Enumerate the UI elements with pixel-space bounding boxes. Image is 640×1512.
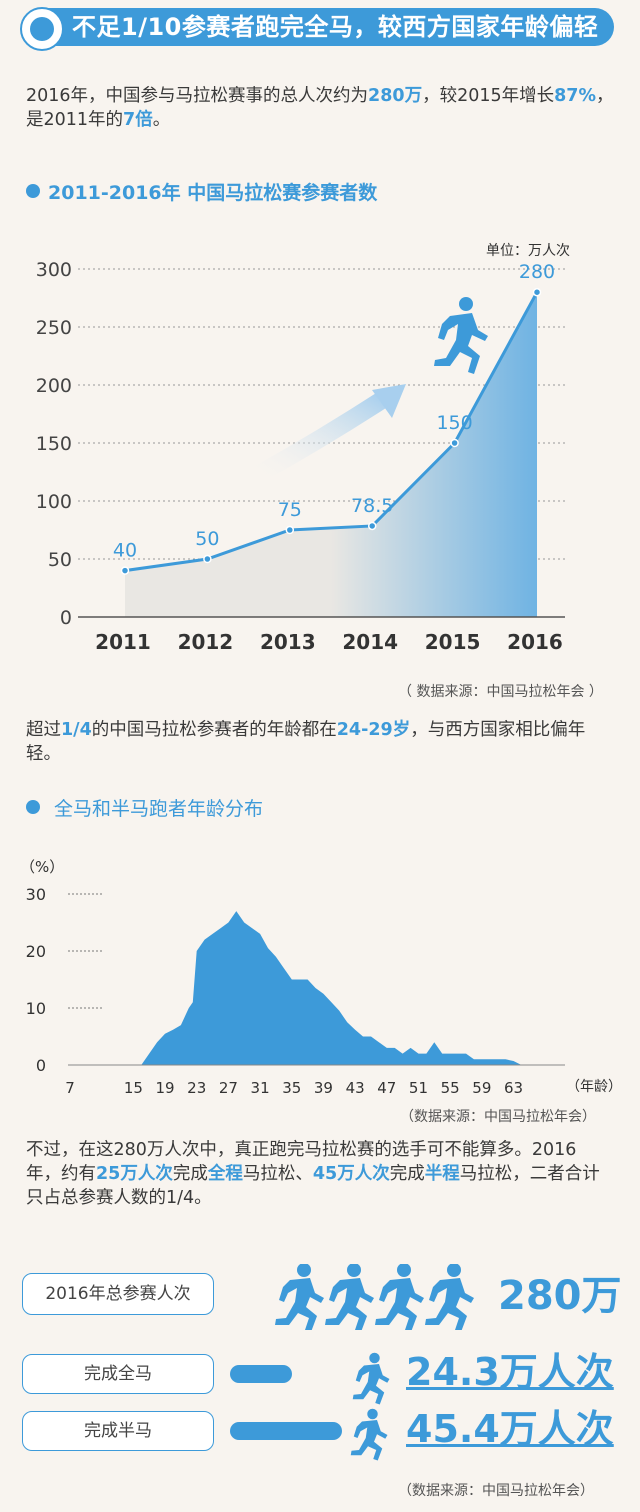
chart1-data-label: 78.5 (351, 495, 393, 517)
chart1-point (450, 438, 459, 448)
total-value: 280万 (498, 1273, 622, 1319)
age-text-1: 超过 (26, 720, 61, 740)
chart1-y-tick: 0 (60, 607, 72, 629)
finish-highlight-half: 半程 (424, 1164, 460, 1184)
chart1-point (532, 287, 542, 297)
full-runner-icon (352, 1352, 390, 1405)
chart1-source: （ 数据来源：中国马拉松年会 ） (398, 684, 603, 700)
chart1-y-tick: 250 (36, 317, 72, 339)
intro-highlight-total: 280万 (368, 86, 423, 106)
section2-dot-icon (26, 800, 40, 814)
chart1-line (124, 291, 539, 573)
full-label-pill: 完成全马 (22, 1354, 214, 1394)
chart1-y-tick: 150 (36, 433, 72, 455)
chart1-y-tick: 100 (36, 491, 72, 513)
chart1-x-tick: 2013 (260, 630, 316, 654)
chart1-data-label: 50 (195, 528, 219, 550)
chart2-x-tick: 31 (251, 1079, 270, 1097)
summary-source: （数据来源：中国马拉松年会） (398, 1483, 594, 1499)
chart2-svg: 0 10 20 30 7 15 19 23 27 31 35 39 43 47 51 55 59 63 (26, 885, 565, 1097)
intro-text-3: ，是2011年的 (26, 86, 614, 130)
chart1-area (125, 292, 537, 617)
chart1-x-tick: 2014 (342, 630, 398, 654)
chart1-svg: 0 50 100 150 200 250 300 40 50 75 78.5 150 280 2011… (36, 259, 565, 654)
chart2-x-tick: 15 (124, 1079, 143, 1097)
runner-icon (434, 297, 488, 374)
chart2-x-tick: 27 (219, 1079, 238, 1097)
chart1-point (367, 521, 377, 531)
chart1-data-label: 75 (278, 499, 302, 521)
chart1-data-label: 280 (519, 261, 555, 283)
chart2-x-tick: 43 (346, 1079, 365, 1097)
half-bar (230, 1422, 342, 1440)
header-bar (26, 8, 614, 46)
section2-title: 全马和半马跑者年龄分布 (54, 798, 264, 820)
age-paragraph: 超过1/4的中国马拉松参赛者的年龄都在24-29岁，与西方国家相比偏年轻。 (26, 718, 606, 766)
chart2-y-tick: 30 (26, 885, 46, 904)
chart2-x-unit: （年龄） (566, 1079, 622, 1095)
finish-paragraph: 不过，在这280万人次中，真正跑完马拉松赛的选手可不能算多。2016年，约有25… (26, 1138, 611, 1210)
intro-text-4: 。 (152, 110, 171, 130)
chart2-y-tick: 20 (26, 942, 46, 961)
chart1-x-tick: 2012 (178, 630, 234, 654)
chart2-source: （数据来源：中国马拉松年会） (400, 1109, 596, 1125)
trend-arrowhead-icon (372, 384, 406, 418)
finish-highlight-full-count: 25万人次 (96, 1164, 173, 1184)
intro-text-2: ，较2015年增长 (422, 86, 555, 106)
intro-text-1: 2016年，中国参与马拉松赛事的总人次约为 (26, 86, 369, 106)
chart1-x-tick: 2011 (95, 630, 151, 654)
chart1-data-label: 40 (113, 540, 137, 562)
intro-highlight-growth: 87% (554, 86, 597, 106)
finish-text-5: 马拉松，二者合计只占总参赛人数的1/4。 (26, 1164, 600, 1208)
half-value: 45.4万人次 (406, 1407, 614, 1451)
age-text-2: 的中国马拉松参赛者的年龄都在 (91, 720, 337, 740)
finish-text-1: 不过，在这280万人次中，真正跑完马拉松赛的选手可不能算多。2016年，约有 (26, 1140, 577, 1184)
age-highlight-fraction: 1/4 (61, 720, 92, 740)
chart2-x-tick: 63 (504, 1079, 523, 1097)
chart2-x-tick: 39 (314, 1079, 333, 1097)
chart2-area (141, 911, 522, 1065)
chart2-x-tick: 19 (155, 1079, 174, 1097)
age-highlight-range: 24-29岁 (336, 720, 411, 740)
page-title: 不足1/10参赛者跑完全马，较西方国家年龄偏轻 (72, 13, 599, 41)
chart2-y-tick: 10 (26, 999, 46, 1018)
chart2-x-tick: 51 (409, 1079, 428, 1097)
chart1-y-tick: 200 (36, 375, 72, 397)
age-text-3: ，与西方国家相比偏年轻。 (26, 720, 586, 764)
chart1-point (120, 566, 130, 575)
chart1-point (285, 525, 295, 535)
half-runner-icon (350, 1408, 388, 1461)
finish-text-3: 马拉松、 (242, 1164, 313, 1184)
chart1-y-tick: 50 (48, 549, 72, 571)
intro-paragraph: 2016年，中国参与马拉松赛事的总人次约为280万，较2015年增长87%，是2… (26, 84, 616, 132)
chart2-y-tick: 0 (36, 1056, 46, 1075)
chart1-y-tick: 300 (36, 259, 72, 281)
finish-text-4: 完成 (389, 1164, 425, 1184)
chart2-x-tick: 59 (472, 1079, 491, 1097)
full-bar (230, 1365, 292, 1383)
header-dot-icon (20, 7, 64, 51)
chart2-x-tick: 23 (187, 1079, 206, 1097)
chart2-x-tick: 35 (282, 1079, 301, 1097)
chart2-x-tick: 55 (441, 1079, 460, 1097)
section1-title: 2011-2016年 中国马拉松赛参赛者数 (48, 182, 378, 204)
chart1-data-label: 150 (436, 412, 472, 434)
half-label-pill: 完成半马 (22, 1411, 214, 1451)
chart2-x-tick: 7 (65, 1079, 75, 1097)
trend-arrow-icon (243, 389, 394, 487)
finish-text-2: 完成 (172, 1164, 208, 1184)
chart1-x-tick: 2016 (507, 630, 563, 654)
section1-dot-icon (26, 184, 40, 198)
chart1-unit-label: 单位：万人次 (486, 243, 570, 259)
chart2-x-tick: 47 (377, 1079, 396, 1097)
chart1-point (203, 554, 212, 564)
runners-group-icon (275, 1264, 474, 1330)
full-value: 24.3万人次 (406, 1350, 614, 1394)
total-label-pill: 2016年总参赛人次 (22, 1273, 214, 1315)
intro-highlight-times: 7倍 (123, 110, 153, 130)
chart2-unit-label: （%） (20, 858, 65, 876)
finish-highlight-half-count: 45万人次 (312, 1164, 390, 1184)
chart1-x-tick: 2015 (425, 630, 481, 654)
finish-highlight-full: 全程 (207, 1164, 243, 1184)
